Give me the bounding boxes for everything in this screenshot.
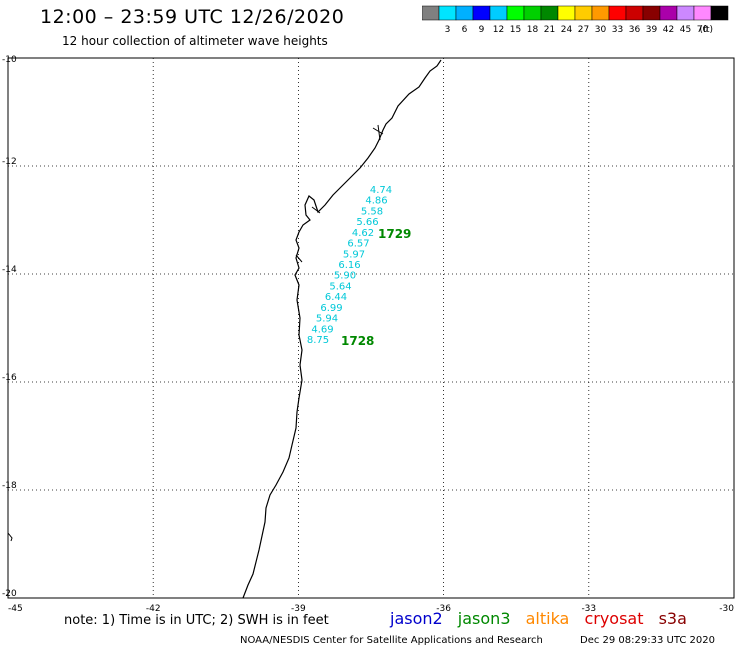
wave-height-value: 5.66 [356, 217, 378, 228]
lat-tick: -12 [2, 157, 17, 167]
sat-jason2: jason2 [390, 609, 443, 628]
wave-height-value: 4.69 [311, 324, 333, 335]
sat-s3a: s3a [658, 609, 687, 628]
colorbar-label: 18 [527, 25, 539, 35]
lat-tick: -14 [2, 265, 17, 275]
lat-tick: -18 [2, 481, 17, 491]
sat-cryosat: cryosat [584, 609, 644, 628]
footer-credit: NOAA/NESDIS Center for Satellite Applica… [240, 635, 543, 646]
colorbar-label: 39 [646, 25, 658, 35]
lon-tick: -36 [436, 604, 451, 614]
wave-height-value: 6.44 [325, 292, 347, 303]
map-title: 12:00 – 23:59 UTC 12/26/2020 [40, 6, 345, 28]
colorbar-label: 45 [680, 25, 691, 35]
map-subtitle: 12 hour collection of altimeter wave hei… [62, 34, 328, 48]
wave-height-value: 6.99 [320, 303, 342, 314]
colorbar-label: 70 [697, 25, 709, 35]
wave-height-colorbar: 3 6 9 12 15 18 21 24 27 30 33 36 39 42 45 70(ft) [422, 5, 729, 35]
wave-height-value: 8.75 [307, 335, 329, 346]
sat-altika: altika [525, 609, 570, 628]
colorbar-label: 3 [445, 25, 451, 35]
lon-tick: -42 [146, 604, 161, 614]
wave-height-value: 4.74 [370, 185, 392, 196]
wave-height-value: 5.94 [316, 314, 338, 325]
wave-height-labels: 4.744.865.585.664.626.575.976.165.905.64… [307, 185, 392, 346]
lon-tick: -39 [291, 604, 306, 614]
footer-timestamp: Dec 29 08:29:33 UTC 2020 [580, 635, 715, 646]
wave-height-value: 6.16 [338, 260, 360, 271]
colorbar-label: 12 [493, 25, 504, 35]
colorbar-label: 27 [578, 25, 589, 35]
wave-height-value: 5.90 [334, 271, 356, 282]
lon-tick: -33 [581, 604, 596, 614]
colorbar-label: 30 [595, 25, 607, 35]
colorbar-unit: (ft) [699, 25, 713, 35]
lon-tick: -30 [719, 604, 734, 614]
pass-time: 1729 [378, 227, 411, 241]
wave-height-value: 4.86 [365, 196, 387, 207]
coastline [242, 59, 442, 599]
lat-tick: -20 [2, 589, 17, 599]
lat-tick-labels: -10 -12 -14 -16 -18 -20 [2, 55, 17, 599]
lon-tick-labels: -45 -42 -39 -36 -33 -30 [8, 604, 734, 614]
sat-jason3: jason3 [457, 609, 511, 628]
pass-time-labels: 1729 1728 [341, 227, 411, 348]
colorbar-label: 21 [544, 25, 555, 35]
colorbar-label: 24 [561, 25, 573, 35]
colorbar-label: 6 [462, 25, 468, 35]
satellite-legend: jason2 jason3 altika cryosat s3a [390, 609, 697, 628]
map-grid [8, 58, 734, 598]
wave-height-value: 6.57 [347, 239, 369, 250]
colorbar-label: 9 [479, 25, 485, 35]
colorbar-label: 15 [510, 25, 521, 35]
lat-tick: -10 [2, 55, 17, 65]
coast-inlet [295, 124, 384, 263]
colorbar-label: 42 [663, 25, 674, 35]
lat-tick: -16 [2, 373, 17, 383]
colorbar-swatch [710, 5, 729, 21]
wave-height-value: 5.64 [329, 281, 351, 292]
wave-height-value: 5.58 [361, 206, 383, 217]
wave-height-value: 4.62 [352, 228, 374, 239]
map-frame [7, 57, 735, 599]
lon-tick: -45 [8, 604, 23, 614]
wave-height-value: 5.97 [343, 249, 365, 260]
colorbar-label: 36 [629, 25, 641, 35]
colorbar-label: 33 [612, 25, 623, 35]
units-note: note: 1) Time is in UTC; 2) SWH is in fe… [64, 613, 329, 628]
pass-time: 1728 [341, 334, 374, 348]
island-marker [7, 532, 13, 542]
